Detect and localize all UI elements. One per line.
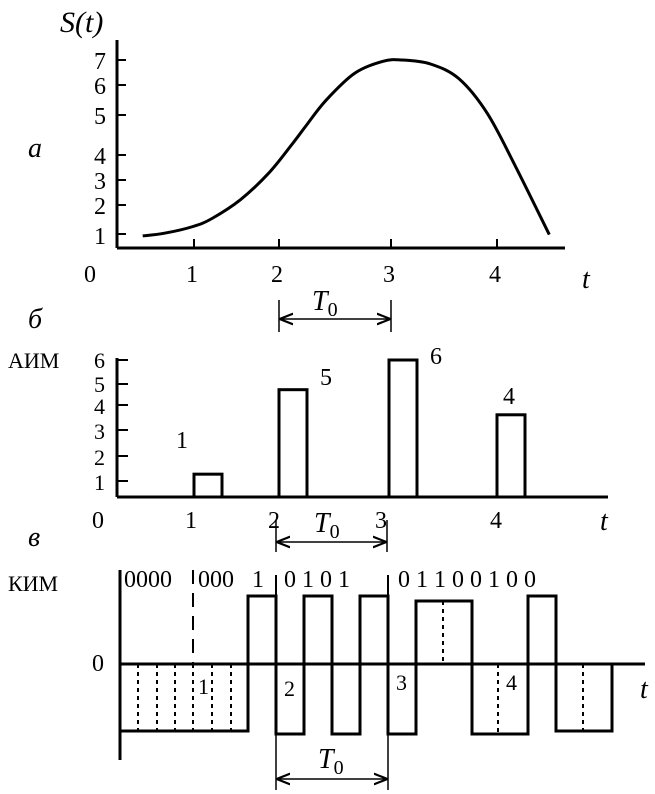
- sample-marker: 1: [198, 674, 209, 699]
- x-tick: 4: [490, 508, 502, 534]
- pulse-label: 5: [320, 365, 332, 391]
- y-tick: 5: [94, 372, 105, 397]
- x-tick: 3: [375, 508, 387, 534]
- y-tick: 3: [94, 419, 105, 444]
- panel-b-y-ticks: 1 2 3 4 5 6: [94, 348, 128, 495]
- period-label-t0: T0: [318, 744, 344, 779]
- code-word-labels: 0000 000 1 0 1 0 1 0 1 1 0 0 1 0 0: [124, 567, 536, 593]
- kim-code-waveform: [120, 594, 614, 736]
- code-group: 0 1 1 0 0 1 0 0: [398, 567, 536, 593]
- panel-b-label: б: [28, 304, 43, 335]
- aim-pulses: [192, 358, 527, 499]
- y-tick: 1: [94, 470, 105, 495]
- x-tick: 0: [92, 508, 104, 534]
- x-axis-label-t: t: [600, 506, 609, 537]
- y-tick: 4: [94, 394, 105, 419]
- code-group: 0000: [124, 567, 172, 593]
- period-label-t0: T0: [314, 508, 340, 543]
- y-tick: 6: [94, 74, 106, 100]
- y-tick: 1: [94, 224, 106, 250]
- aim-axis-title: АИМ: [8, 348, 59, 373]
- x-tick: 1: [185, 508, 197, 534]
- zero-level-label: 0: [92, 651, 104, 677]
- x-axis-label-t: t: [640, 674, 649, 705]
- y-tick: 6: [94, 348, 105, 373]
- panel-a-y-ticks: 1 2 3 4 5 6 7: [94, 49, 126, 250]
- panel-a-label: а: [28, 133, 42, 164]
- pulse-label: 1: [176, 428, 188, 454]
- panel-a: а S(t) 1 2 3 4 5 6 7 0 1 2 3: [28, 6, 591, 332]
- code-group: 000: [198, 567, 234, 593]
- signal-curve-s-t: [142, 58, 551, 238]
- y-tick: 5: [94, 104, 106, 130]
- x-tick: 4: [489, 262, 501, 288]
- pulse-label: 4: [503, 384, 515, 410]
- pulse-label: 6: [430, 344, 442, 370]
- aim-pulse-4: [495, 413, 527, 499]
- zero-bit-dotted-dividers: [137, 601, 584, 734]
- panel-b-x-ticks: 0 1 2 3 4 t: [92, 506, 609, 537]
- sample-marker: 3: [396, 670, 407, 695]
- panel-b: б АИМ 1 2 3 4 5 6 1 5 6 4 0 1 2: [8, 304, 609, 552]
- aim-pulse-1: [192, 472, 224, 499]
- aim-pulse-3: [387, 358, 419, 499]
- y-tick: 2: [94, 445, 105, 470]
- y-axis-label-s-t: S(t): [60, 6, 103, 39]
- panel-c-label: в: [28, 522, 40, 553]
- y-tick: 3: [94, 169, 106, 195]
- kim-axis-title: КИМ: [8, 571, 58, 596]
- x-tick: 3: [383, 262, 395, 288]
- x-tick: 0: [84, 262, 96, 288]
- y-tick: 2: [94, 194, 106, 220]
- panel-c: в КИМ 0 t 0000 000 1 0 1 0 1 0 1 1 0 0 1…: [8, 522, 649, 790]
- code-group: 1: [252, 567, 264, 593]
- y-tick: 4: [94, 144, 106, 170]
- sample-markers: 1 2 3 4: [198, 670, 517, 701]
- aim-pulse-2: [277, 388, 309, 499]
- code-group: 0 1 0 1: [284, 567, 350, 593]
- sample-marker: 4: [506, 670, 517, 695]
- x-tick: 2: [271, 262, 283, 288]
- x-axis-label-t: t: [582, 264, 591, 295]
- y-tick: 7: [94, 49, 106, 75]
- x-tick: 1: [186, 262, 198, 288]
- panel-a-x-ticks: 0 1 2 3 4 t: [84, 239, 591, 295]
- aim-pulse-labels: 1 5 6 4: [176, 344, 515, 454]
- period-label-t0: T0: [312, 286, 338, 321]
- sample-marker: 2: [284, 676, 295, 701]
- x-tick: 2: [268, 508, 280, 534]
